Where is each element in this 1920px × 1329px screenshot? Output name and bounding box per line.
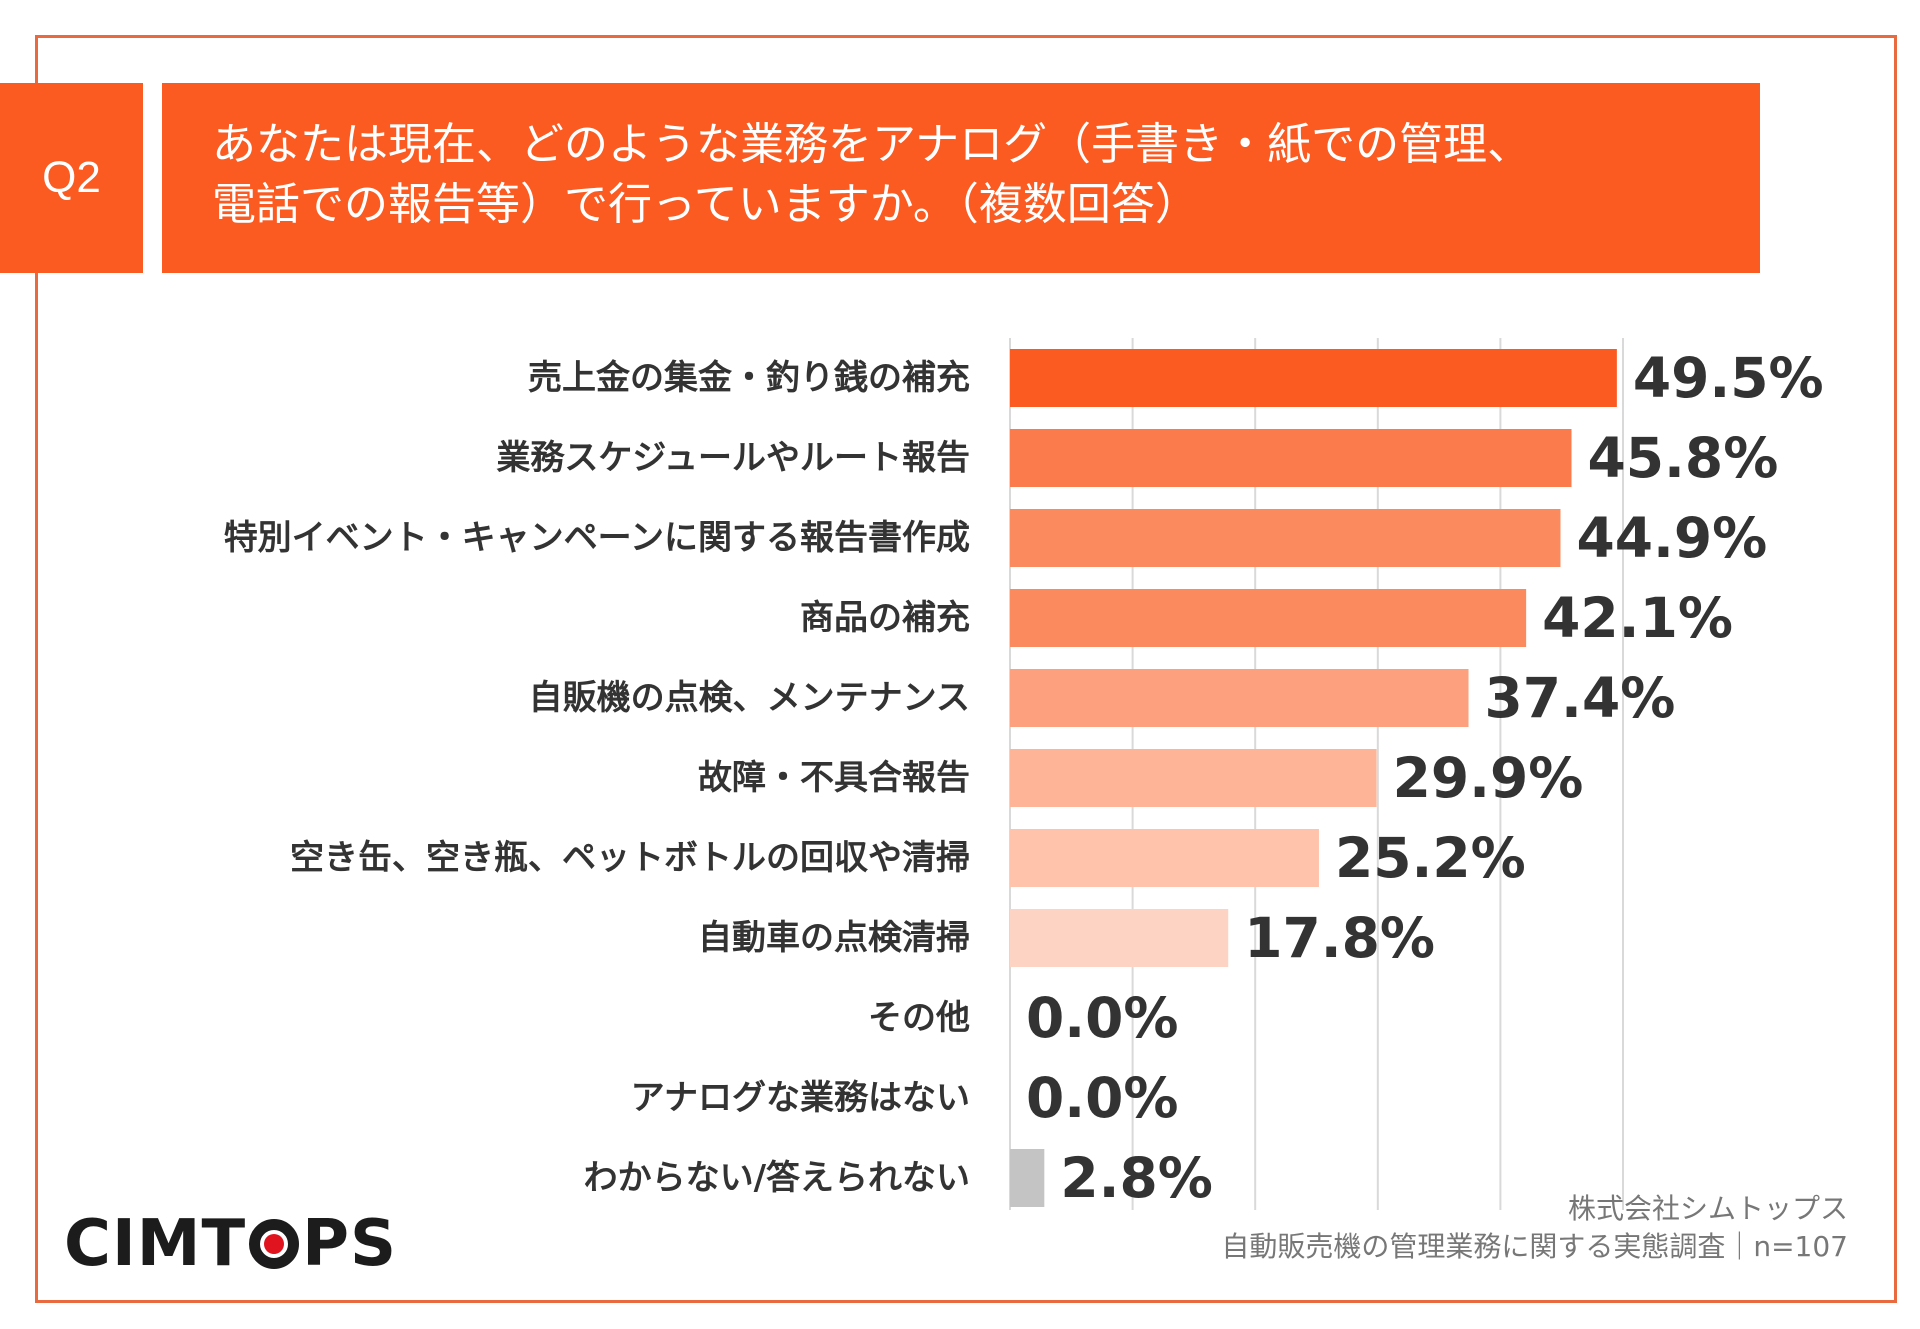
category-label: 特別イベント・キャンペーンに関する報告書作成 xyxy=(224,518,970,558)
source-survey: 自動販売機の管理業務に関する実態調査｜n=107 xyxy=(1221,1230,1848,1263)
bar xyxy=(1010,669,1469,727)
category-label: 空き缶、空き瓶、ペットボトルの回収や清掃 xyxy=(290,838,970,878)
question-title: あなたは現在、どのような業務をアナログ（手書き・紙での管理、 電話での報告等）で… xyxy=(162,83,1760,273)
bar xyxy=(1010,349,1617,407)
category-label: 商品の補充 xyxy=(800,598,970,638)
source-company: 株式会社シムトップス xyxy=(1567,1192,1848,1225)
category-label: その他 xyxy=(868,998,970,1038)
value-label: 49.5% xyxy=(1633,346,1824,410)
question-title-line-2: 電話での報告等）で行っていますか。（複数回答） xyxy=(212,179,1199,230)
bar xyxy=(1010,749,1377,807)
category-label: 故障・不具合報告 xyxy=(698,758,970,798)
bar xyxy=(1010,829,1319,887)
value-label: 42.1% xyxy=(1542,586,1733,650)
value-label: 2.8% xyxy=(1060,1146,1213,1210)
value-label: 45.8% xyxy=(1588,426,1779,490)
logo-text-right: PS xyxy=(302,1207,398,1281)
value-label: 17.8% xyxy=(1244,906,1435,970)
value-label: 0.0% xyxy=(1026,986,1179,1050)
bar xyxy=(1010,589,1527,647)
value-label: 29.9% xyxy=(1393,746,1584,810)
cimtops-logo: CIMT PS xyxy=(64,1212,397,1276)
category-label: 売上金の集金・釣り銭の補充 xyxy=(528,358,970,398)
outer-frame xyxy=(35,35,1897,1303)
value-label: 37.4% xyxy=(1485,666,1676,730)
category-label: 自販機の点検、メンテナンス xyxy=(529,678,970,718)
logo-text-left: CIMT xyxy=(64,1207,247,1281)
logo-o-mark xyxy=(249,1219,300,1269)
bar xyxy=(1010,509,1561,567)
question-title-line-1: あなたは現在、どのような業務をアナログ（手書き・紙での管理、 xyxy=(212,119,1532,170)
source-note: 株式会社シムトップス 自動販売機の管理業務に関する実態調査｜n=107 xyxy=(1221,1190,1848,1266)
value-label: 44.9% xyxy=(1576,506,1767,570)
category-label: 業務スケジュールやルート報告 xyxy=(496,438,970,478)
bar xyxy=(1010,429,1572,487)
question-badge: Q2 xyxy=(0,83,143,273)
value-label: 25.2% xyxy=(1335,826,1526,890)
category-label: 自動車の点検清掃 xyxy=(698,918,970,958)
category-label: わからない/答えられない xyxy=(584,1158,970,1198)
bar xyxy=(1010,1149,1045,1207)
bar xyxy=(1010,909,1229,967)
value-label: 0.0% xyxy=(1026,1066,1179,1130)
category-label: アナログな業務はない xyxy=(631,1078,970,1118)
